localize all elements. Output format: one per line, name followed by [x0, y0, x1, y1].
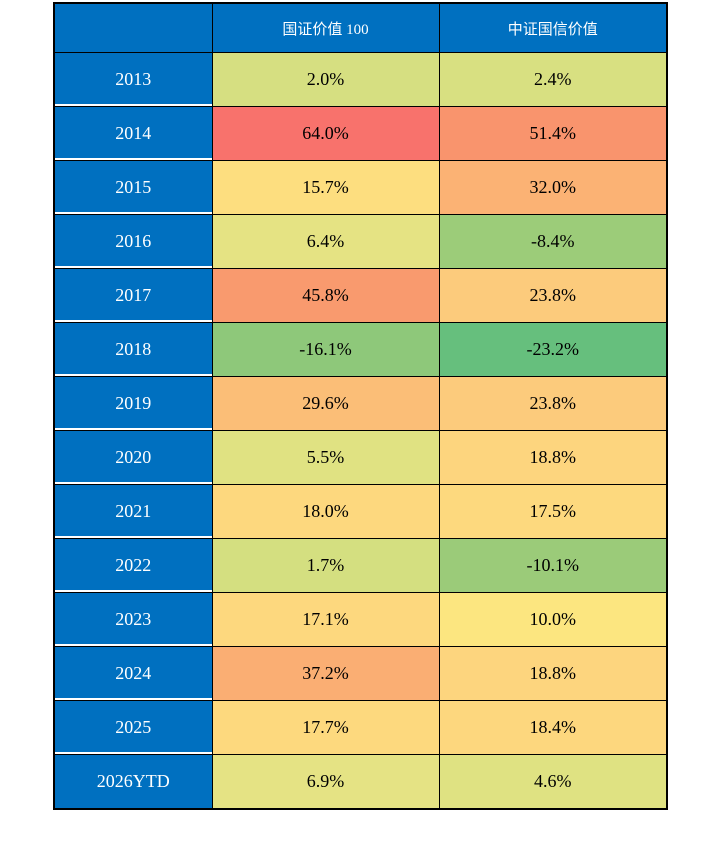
year-cell: 2016 [53, 214, 213, 269]
value-cell-zhongzheng: 51.4% [438, 106, 668, 161]
table-row: 2019 29.6% 23.8% [53, 376, 668, 431]
table-body: 2013 2.0% 2.4% 2014 64.0% 51.4% 2015 15.7% 32.0%… [53, 52, 668, 810]
table-row: 2016 6.4% -8.4% [53, 214, 668, 269]
value-cell-guozheng: 64.0% [211, 106, 440, 161]
table-row: 2021 18.0% 17.5% [53, 484, 668, 539]
value-cell-zhongzheng: -10.1% [438, 538, 668, 593]
table-row: 2023 17.1% 10.0% [53, 592, 668, 647]
value-cell-guozheng: 1.7% [211, 538, 440, 593]
table-row: 2015 15.7% 32.0% [53, 160, 668, 215]
value-cell-guozheng: 37.2% [211, 646, 440, 701]
year-cell: 2018 [53, 322, 213, 377]
year-cell: 2022 [53, 538, 213, 593]
column-header-guozheng-value-100: 国证价值 100 [211, 2, 440, 53]
value-cell-zhongzheng: 23.8% [438, 268, 668, 323]
table-row: 2022 1.7% -10.1% [53, 538, 668, 593]
value-cell-guozheng: 15.7% [211, 160, 440, 215]
value-cell-guozheng: 6.9% [211, 754, 440, 810]
annual-returns-heatmap-table: 国证价值 100 中证国信价值 2013 2.0% 2.4% 2014 64.0% 51.… [53, 2, 668, 810]
value-cell-guozheng: 18.0% [211, 484, 440, 539]
value-cell-zhongzheng: 17.5% [438, 484, 668, 539]
year-cell: 2024 [53, 646, 213, 701]
year-cell: 2019 [53, 376, 213, 431]
value-cell-guozheng: -16.1% [211, 322, 440, 377]
year-cell: 2026YTD [53, 754, 213, 810]
value-cell-zhongzheng: 18.4% [438, 700, 668, 755]
table-row: 2014 64.0% 51.4% [53, 106, 668, 161]
value-cell-guozheng: 17.7% [211, 700, 440, 755]
value-cell-zhongzheng: -23.2% [438, 322, 668, 377]
table-row: 2013 2.0% 2.4% [53, 52, 668, 107]
table-row: 2025 17.7% 18.4% [53, 700, 668, 755]
table-row: 2020 5.5% 18.8% [53, 430, 668, 485]
year-cell: 2017 [53, 268, 213, 323]
value-cell-zhongzheng: 23.8% [438, 376, 668, 431]
table-row: 2024 37.2% 18.8% [53, 646, 668, 701]
value-cell-zhongzheng: 32.0% [438, 160, 668, 215]
value-cell-zhongzheng: 18.8% [438, 646, 668, 701]
header-row: 国证价值 100 中证国信价值 [53, 2, 668, 53]
value-cell-guozheng: 6.4% [211, 214, 440, 269]
year-cell: 2020 [53, 430, 213, 485]
value-cell-zhongzheng: 4.6% [438, 754, 668, 810]
value-cell-guozheng: 17.1% [211, 592, 440, 647]
table-row: 2017 45.8% 23.8% [53, 268, 668, 323]
value-cell-zhongzheng: 18.8% [438, 430, 668, 485]
value-cell-zhongzheng: 10.0% [438, 592, 668, 647]
table-row: 2026YTD 6.9% 4.6% [53, 754, 668, 810]
corner-cell [53, 2, 213, 53]
year-cell: 2021 [53, 484, 213, 539]
year-cell: 2025 [53, 700, 213, 755]
value-cell-guozheng: 45.8% [211, 268, 440, 323]
value-cell-zhongzheng: 2.4% [438, 52, 668, 107]
year-cell: 2023 [53, 592, 213, 647]
value-cell-zhongzheng: -8.4% [438, 214, 668, 269]
year-cell: 2013 [53, 52, 213, 107]
value-cell-guozheng: 5.5% [211, 430, 440, 485]
value-cell-guozheng: 2.0% [211, 52, 440, 107]
year-cell: 2014 [53, 106, 213, 161]
year-cell: 2015 [53, 160, 213, 215]
value-cell-guozheng: 29.6% [211, 376, 440, 431]
column-header-zhongzheng-guoxin-value: 中证国信价值 [438, 2, 668, 53]
table-row: 2018 -16.1% -23.2% [53, 322, 668, 377]
